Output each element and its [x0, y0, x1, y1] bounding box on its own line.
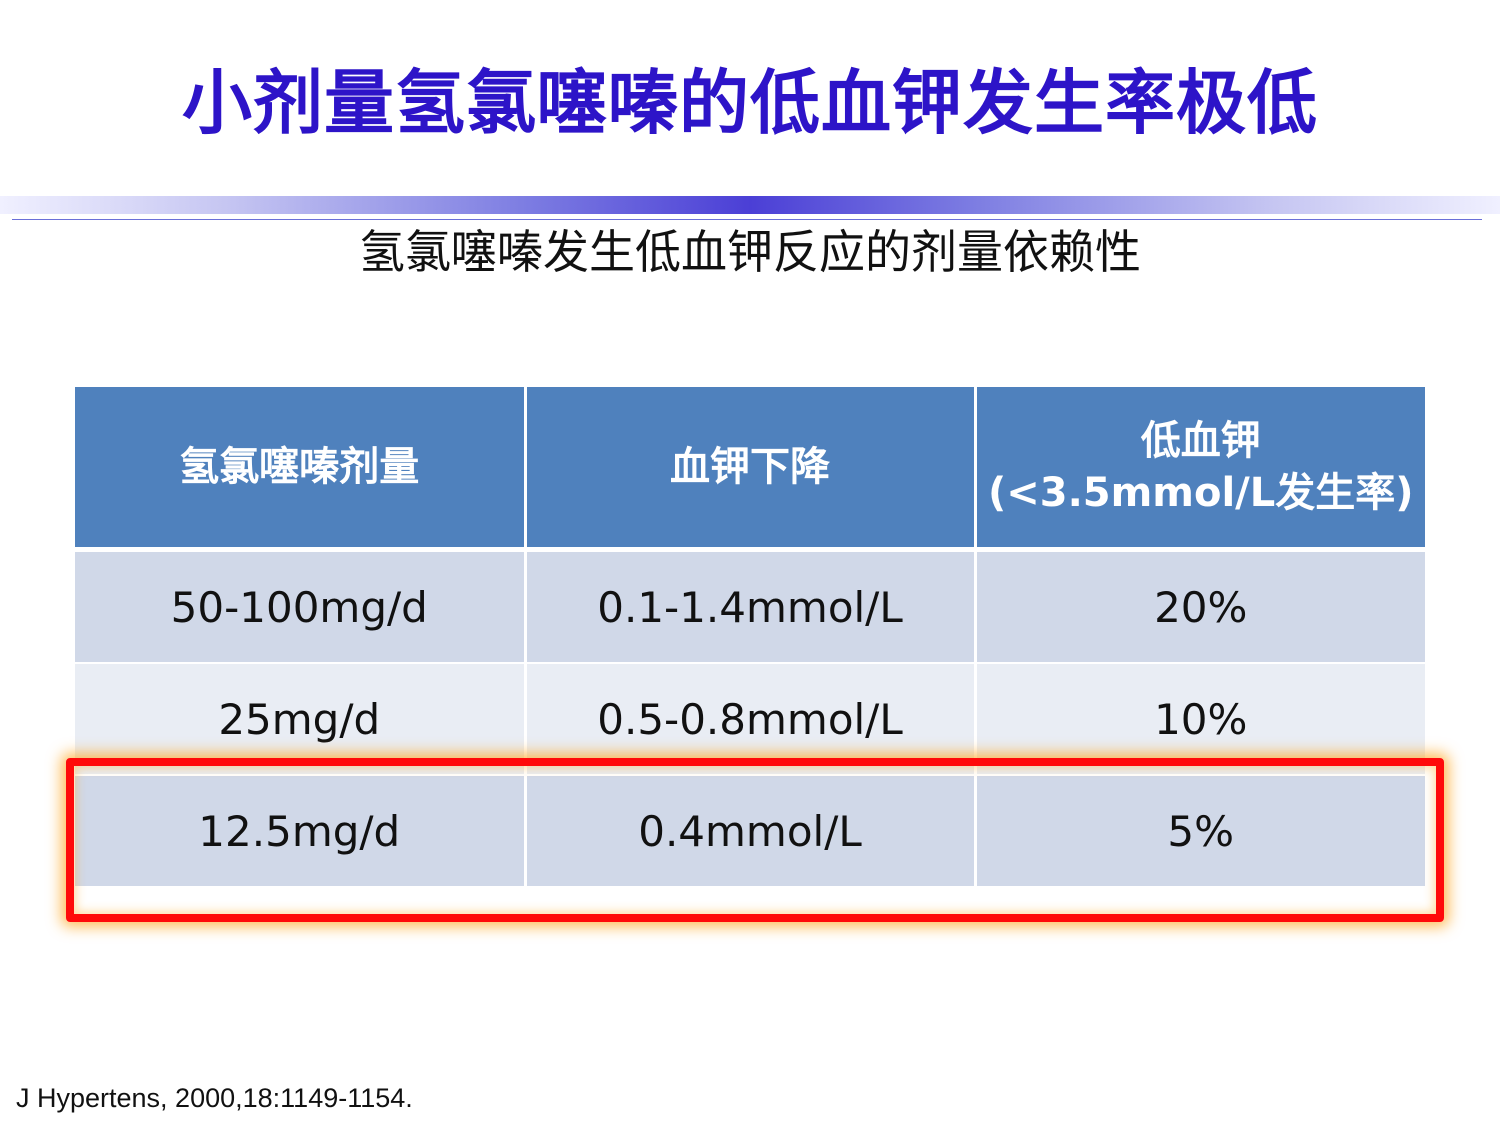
table-row: 25mg/d 0.5-0.8mmol/L 10% — [75, 663, 1425, 776]
cell-dose: 25mg/d — [75, 663, 527, 776]
cell-incidence: 10% — [975, 663, 1425, 776]
header-potassium-drop: 血钾下降 — [525, 387, 977, 552]
cell-dose: 12.5mg/d — [75, 775, 527, 888]
header-dose: 氢氯噻嗪剂量 — [75, 387, 527, 552]
cell-potassium-drop: 0.1-1.4mmol/L — [525, 549, 977, 664]
header-hypokalemia-line2: (<3.5mmol/L发生率) — [987, 470, 1414, 516]
cell-potassium-drop: 0.5-0.8mmol/L — [525, 663, 977, 776]
cell-dose: 50-100mg/d — [75, 549, 527, 664]
header-hypokalemia-rate: 低血钾 (<3.5mmol/L发生率) — [975, 387, 1425, 552]
title-divider-line — [12, 219, 1482, 220]
slide-title: 小剂量氢氯噻嗪的低血钾发生率极低 — [182, 62, 1318, 144]
cell-incidence: 5% — [975, 775, 1425, 888]
table-row-highlighted: 12.5mg/d 0.4mmol/L 5% — [75, 775, 1425, 888]
cell-potassium-drop: 0.4mmol/L — [525, 775, 977, 888]
title-divider-bar — [0, 196, 1500, 214]
data-table: 氢氯噻嗪剂量 血钾下降 低血钾 (<3.5mmol/L发生率) 50-100mg… — [75, 387, 1425, 888]
header-hypokalemia-line1: 低血钾 — [1140, 418, 1261, 464]
slide-subtitle: 氢氯噻嗪发生低血钾反应的剂量依赖性 — [359, 225, 1141, 279]
table-header-row: 氢氯噻嗪剂量 血钾下降 低血钾 (<3.5mmol/L发生率) — [75, 387, 1425, 552]
table-row: 50-100mg/d 0.1-1.4mmol/L 20% — [75, 549, 1425, 664]
cell-incidence: 20% — [975, 549, 1425, 664]
citation: J Hypertens, 2000,18:1149-1154. — [16, 1083, 413, 1113]
